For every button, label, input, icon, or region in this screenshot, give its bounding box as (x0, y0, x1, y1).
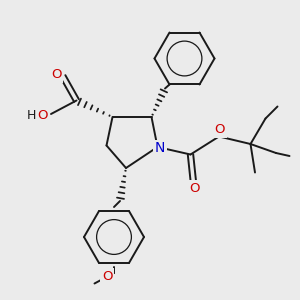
Text: H: H (27, 109, 36, 122)
Text: O: O (37, 109, 48, 122)
Text: N: N (155, 142, 165, 155)
Text: O: O (102, 270, 113, 283)
Text: O: O (51, 68, 62, 82)
Text: O: O (214, 123, 225, 136)
Text: O: O (189, 182, 199, 195)
